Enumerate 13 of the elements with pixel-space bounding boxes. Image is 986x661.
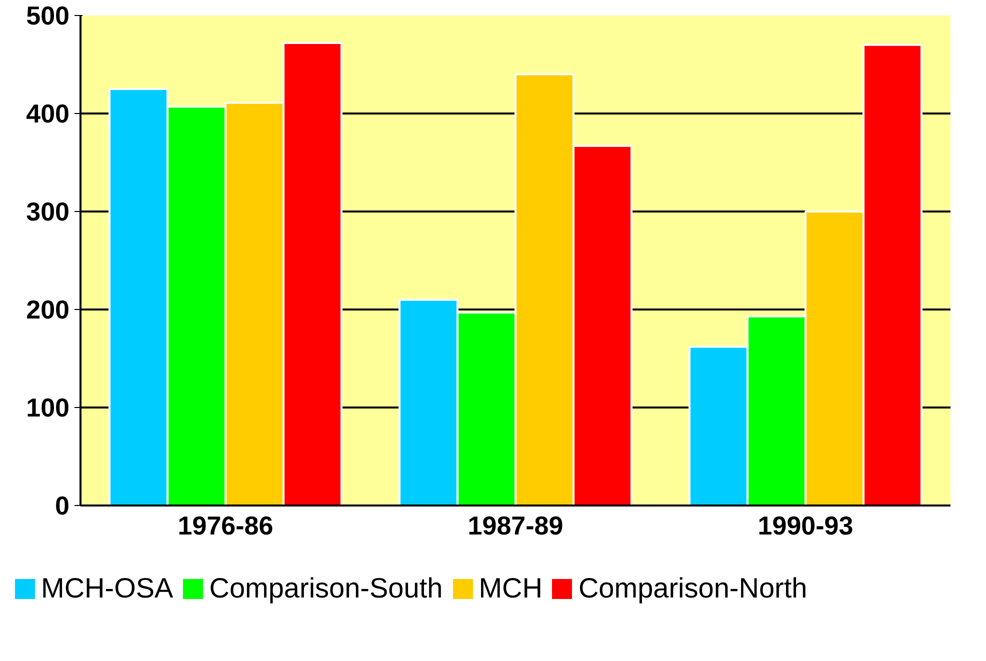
x-tick-label: 1987-89 — [468, 510, 564, 540]
y-tick-label: 0 — [55, 490, 70, 520]
y-tick-label: 100 — [26, 392, 70, 422]
legend-label: Comparison-South — [209, 572, 443, 604]
x-tick-label: 1990-93 — [758, 510, 854, 540]
y-tick-label: 300 — [26, 196, 70, 226]
legend-label: MCH-OSA — [41, 572, 174, 604]
y-tick-label: 400 — [26, 98, 70, 128]
y-tick-label: 500 — [26, 0, 70, 30]
x-tick-label: 1976-86 — [178, 510, 274, 540]
legend-label: Comparison-North — [578, 572, 808, 604]
y-tick-label: 200 — [26, 294, 70, 324]
legend-label: MCH — [478, 572, 542, 604]
